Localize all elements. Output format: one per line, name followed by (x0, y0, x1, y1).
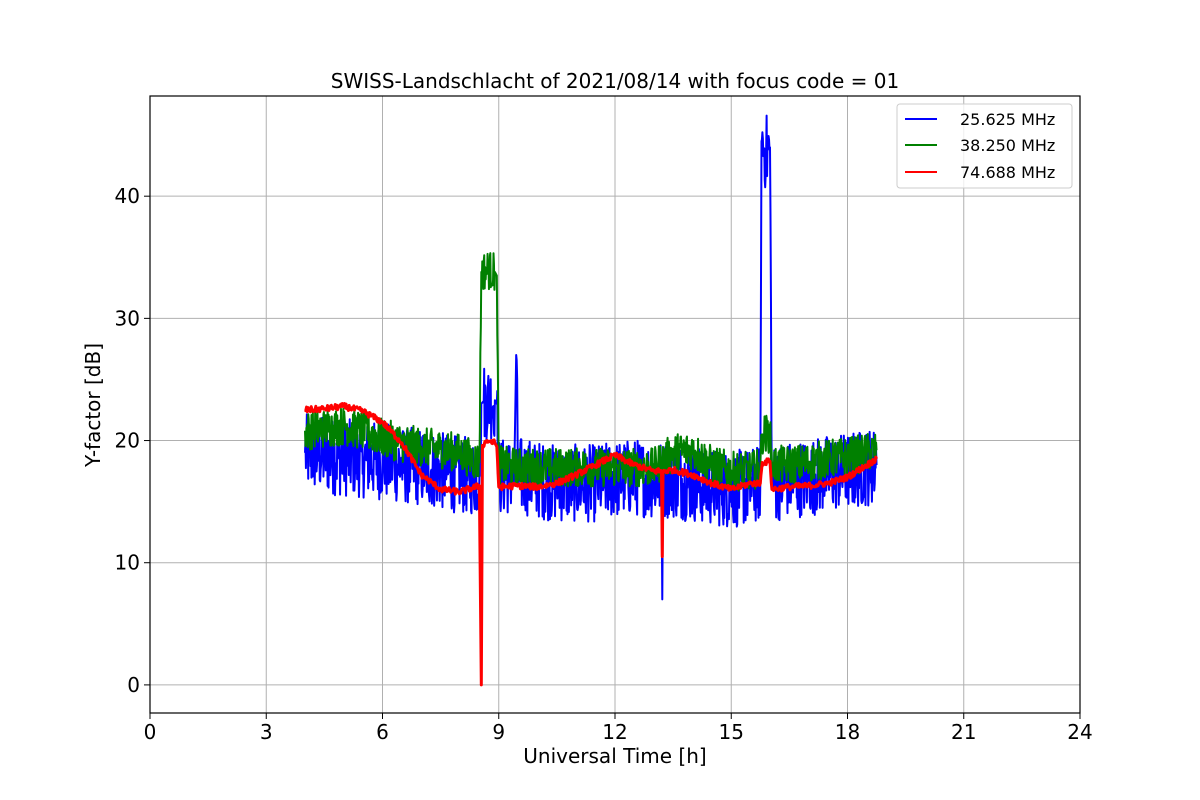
x-tick-label: 6 (376, 720, 389, 744)
x-tick-label: 18 (835, 720, 860, 744)
series-layer (304, 114, 878, 687)
x-tick-label: 0 (144, 720, 157, 744)
x-tick-label: 21 (951, 720, 976, 744)
x-axis-label: Universal Time [h] (523, 744, 706, 768)
x-tick-label: 3 (260, 720, 273, 744)
y-tick-label: 0 (127, 673, 140, 697)
x-tick-label: 15 (719, 720, 744, 744)
chart-title: SWISS-Landschlacht of 2021/08/14 with fo… (331, 69, 899, 93)
legend-label-25625: 25.625 MHz (960, 110, 1055, 129)
y-axis-label: Y-factor [dB] (81, 343, 105, 468)
legend-box (896, 103, 1073, 189)
y-tick-label: 30 (115, 306, 140, 330)
series-line-25625 (304, 114, 878, 601)
y-tick-label: 20 (115, 429, 140, 453)
legend: 25.625 MHz 38.250 MHz 74.688 MHz (896, 103, 1073, 189)
y-tick-label: 10 (115, 551, 140, 575)
y-tick-label: 40 (115, 184, 140, 208)
x-tick-label: 24 (1067, 720, 1092, 744)
legend-label-38250: 38.250 MHz (960, 136, 1055, 155)
x-tick-label: 9 (492, 720, 505, 744)
y-ticks: 0 10 20 30 40 (115, 184, 150, 697)
legend-label-74688: 74.688 MHz (960, 163, 1055, 182)
series-line-38250 (304, 252, 878, 492)
x-ticks: 0 3 6 9 12 15 18 21 24 (144, 713, 1093, 744)
grid-layer (149, 96, 1081, 713)
series-line-74688 (304, 402, 878, 687)
x-tick-label: 12 (602, 720, 627, 744)
